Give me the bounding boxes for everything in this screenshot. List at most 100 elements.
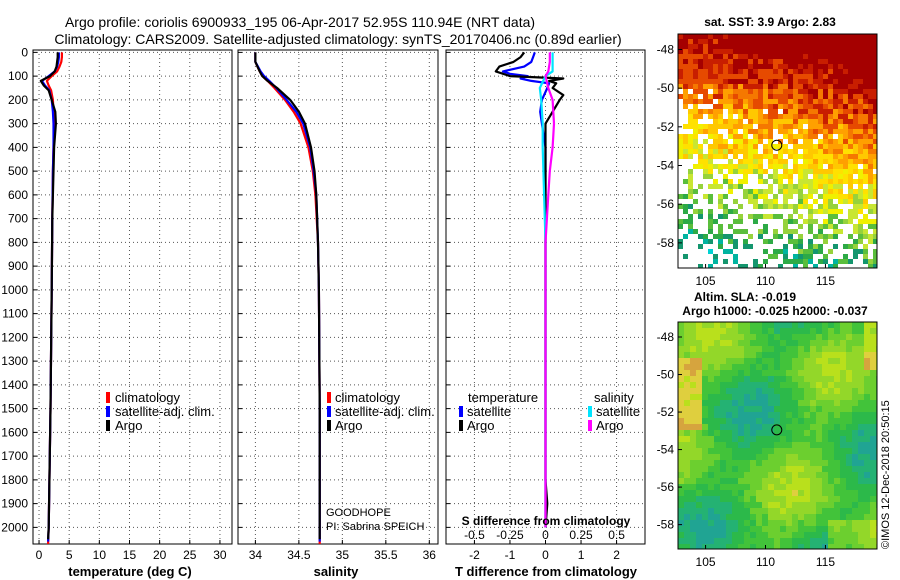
sla-cell xyxy=(720,340,726,346)
sla-cell xyxy=(828,484,834,490)
sst-cell xyxy=(788,174,793,179)
sla-cell xyxy=(696,328,702,334)
sla-cell xyxy=(738,424,744,430)
sla-cell xyxy=(762,346,768,352)
sst-cell xyxy=(708,144,713,149)
sst-cell xyxy=(868,84,873,89)
sst-cell xyxy=(683,204,688,209)
sla-cell xyxy=(768,448,774,454)
sst-cell xyxy=(773,39,778,44)
sla-cell xyxy=(756,442,762,448)
sst-cell xyxy=(873,84,877,89)
sst-cell xyxy=(743,59,748,64)
sla-cell xyxy=(732,358,738,364)
sst-cell xyxy=(823,219,828,224)
sla-cell xyxy=(696,514,702,520)
sla-cell xyxy=(720,334,726,340)
sst-cell xyxy=(788,69,793,74)
sla-cell xyxy=(684,466,690,472)
sst-cell xyxy=(808,49,813,54)
sst-cell xyxy=(833,39,838,44)
sst-cell xyxy=(698,164,703,169)
sla-cell xyxy=(738,406,744,412)
sst-cell xyxy=(823,119,828,124)
sst-cell xyxy=(718,54,723,59)
sla-cell xyxy=(864,478,870,484)
sla-cell xyxy=(726,328,732,334)
sst-cell xyxy=(703,129,708,134)
sst-cell xyxy=(783,79,788,84)
sla-cell xyxy=(810,382,816,388)
sla-cell xyxy=(816,520,822,526)
t-difference-tick-label: 0 xyxy=(542,548,549,562)
sla-cell xyxy=(798,358,804,364)
sst-cell xyxy=(823,154,828,159)
sla-cell xyxy=(792,508,798,514)
sla-cell xyxy=(810,496,816,502)
sst-cell xyxy=(813,49,818,54)
sst-cell xyxy=(838,124,843,129)
sst-cell xyxy=(808,104,813,109)
sst-cell xyxy=(753,39,758,44)
salinity-legend: climatology satellite-adj. clim. Argo xyxy=(327,390,435,433)
sst-cell xyxy=(863,49,868,54)
sst-cell xyxy=(868,129,873,134)
sla-cell xyxy=(870,454,876,460)
sst-cell xyxy=(698,114,703,119)
sla-cell xyxy=(774,508,780,514)
sla-cell xyxy=(720,406,726,412)
sst-cell xyxy=(853,124,858,129)
sst-cell xyxy=(753,189,758,194)
sla-cell xyxy=(864,544,870,549)
sla-cell xyxy=(804,334,810,340)
sla-cell xyxy=(762,334,768,340)
sst-cell xyxy=(763,49,768,54)
sla-cell xyxy=(798,466,804,472)
sla-cell xyxy=(756,394,762,400)
sla-cell xyxy=(834,478,840,484)
sst-cell xyxy=(863,54,868,59)
sst-cell xyxy=(698,84,703,89)
sst-cell xyxy=(848,244,853,249)
depth-tick-labels: 0100200300400500600700800900100011001200… xyxy=(1,45,28,534)
temperature-axis-label: temperature (deg C) xyxy=(68,564,192,579)
sst-cell xyxy=(848,189,853,194)
sla-cell xyxy=(786,412,792,418)
legend-swatch-t-satellite xyxy=(459,406,463,417)
sst-cell xyxy=(808,224,813,229)
sla-cell xyxy=(834,436,840,442)
sla-cell xyxy=(756,334,762,340)
sst-cell xyxy=(803,84,808,89)
sla-cell xyxy=(870,346,876,352)
sst-cell xyxy=(718,164,723,169)
sla-cell xyxy=(768,376,774,382)
sla-cell xyxy=(840,340,846,346)
sla-cell xyxy=(810,538,816,544)
sla-cell xyxy=(828,412,834,418)
sst-cell xyxy=(798,174,803,179)
sla-cell xyxy=(738,484,744,490)
sla-cell xyxy=(708,478,714,484)
sst-cell xyxy=(858,239,863,244)
sst-cell xyxy=(763,69,768,74)
sla-cell xyxy=(774,328,780,334)
sla-cell xyxy=(846,346,852,352)
sla-cell xyxy=(780,508,786,514)
sla-cell xyxy=(768,454,774,460)
sst-cell xyxy=(698,54,703,59)
sst-cell xyxy=(838,94,843,99)
sst-cell xyxy=(823,49,828,54)
sla-cell xyxy=(828,532,834,538)
sst-cell xyxy=(873,154,877,159)
sst-cell xyxy=(708,219,713,224)
sla-cell xyxy=(858,382,864,388)
sst-cell xyxy=(708,134,713,139)
sst-cell xyxy=(823,159,828,164)
sla-cell xyxy=(852,406,858,412)
sla-cell xyxy=(846,502,852,508)
depth-tick-label: 100 xyxy=(8,69,28,83)
sla-cell xyxy=(870,340,876,346)
sst-cell xyxy=(838,219,843,224)
sla-cell xyxy=(714,412,720,418)
sla-cell xyxy=(792,454,798,460)
